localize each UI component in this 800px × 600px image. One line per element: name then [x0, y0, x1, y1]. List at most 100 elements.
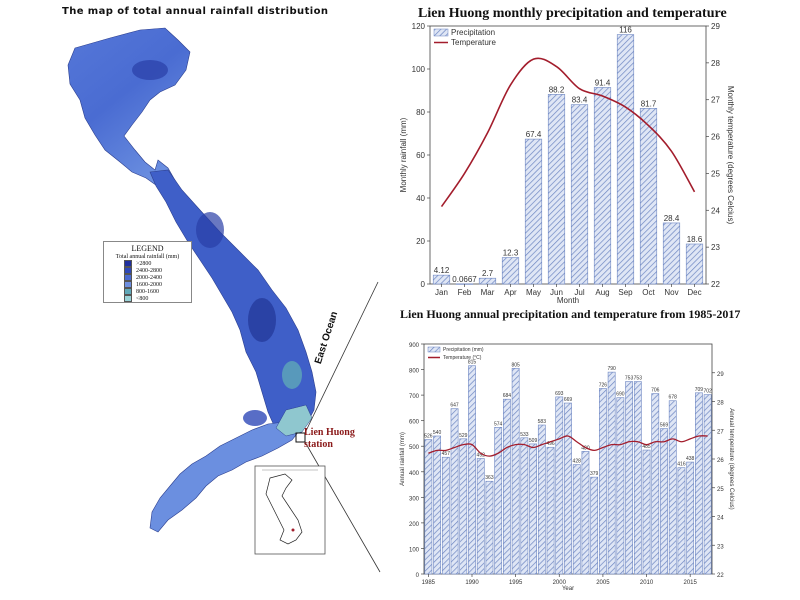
bar-value-label: 81.7 [641, 99, 657, 108]
legend-row: <800 [124, 295, 191, 302]
legend-row: 800-1600 [124, 288, 191, 295]
y2-tick-label: 22 [717, 573, 724, 579]
temperature-line [428, 435, 708, 457]
y-axis-title: Annual rainfall (mm) [400, 432, 406, 486]
bar-value-label: 457 [442, 451, 451, 457]
x-tick-label: 2005 [596, 580, 610, 586]
x-tick-label: 2015 [684, 580, 698, 586]
bar-value-label: 569 [660, 423, 669, 429]
map-region-south [149, 421, 301, 533]
y2-tick-label: 29 [711, 22, 720, 31]
y-tick-label: 400 [409, 471, 420, 477]
legend-temp-label: Temperature [451, 38, 496, 47]
x-tick-label: Apr [504, 288, 517, 297]
y-axis-title: Monthly rainfall (mm) [399, 117, 408, 192]
precip-bar [546, 446, 555, 575]
x-tick-label: Oct [642, 288, 655, 297]
bar-value-label: 428 [573, 459, 582, 465]
legend-precip-swatch [427, 346, 441, 353]
bar-value-label: 509 [529, 438, 538, 444]
legend-swatch [124, 274, 132, 281]
legend-swatch [124, 260, 132, 267]
legend-label: 1600-2000 [136, 281, 162, 288]
y2-tick-label: 23 [711, 243, 720, 252]
bar-value-label: 2.7 [482, 269, 494, 278]
annual-chart-title: Lien Huong annual precipitation and temp… [400, 307, 741, 321]
precip-bar [494, 427, 503, 575]
y2-tick-label: 28 [717, 401, 724, 407]
x-axis-title: Year [562, 586, 574, 592]
bar-value-label: 438 [686, 456, 695, 462]
x-tick-label: 1990 [465, 580, 479, 586]
bar-value-label: 12.3 [503, 249, 519, 258]
y2-tick-label: 28 [711, 59, 720, 68]
precip-bar [572, 464, 581, 575]
station-label-text: Lien Huong station [304, 427, 355, 450]
station-label: Lien Huong station [304, 427, 364, 451]
bar-value-label: 67.4 [526, 130, 542, 139]
bar-value-label: 91.4 [595, 78, 611, 87]
bar-value-label: 452 [477, 452, 486, 458]
precip-bar [642, 449, 651, 575]
bar-value-label: 702 [703, 389, 712, 395]
precip-bar [660, 428, 668, 575]
y2-tick-label: 25 [711, 169, 720, 178]
bar-value-label: 480 [581, 445, 590, 451]
bar-value-label: 485 [642, 444, 651, 450]
y-tick-label: 800 [409, 369, 420, 375]
precip-bar [520, 437, 529, 575]
precip-bar [625, 381, 633, 575]
bar-value-label: 690 [616, 392, 625, 398]
legend-swatch [124, 295, 132, 302]
y2-tick-label: 23 [717, 544, 724, 550]
precip-bar [590, 476, 599, 575]
bar-value-label: 583 [538, 419, 547, 425]
legend-row: 2000-2400 [124, 274, 191, 281]
precip-bar [668, 400, 677, 575]
precip-bar [433, 435, 441, 575]
precip-bar [686, 461, 695, 575]
x-tick-label: Nov [664, 288, 678, 297]
x-tick-label: Feb [458, 288, 472, 297]
bar-value-label: 28.4 [664, 214, 680, 223]
y-tick-label: 20 [416, 237, 425, 246]
legend-row: 2400-2800 [124, 267, 191, 274]
inset-frame [254, 465, 326, 555]
precip-bar [633, 381, 642, 575]
bar-value-label: 574 [494, 421, 503, 427]
legend-label: >2800 [136, 260, 152, 267]
bar-value-label: 693 [555, 391, 564, 397]
y-tick-label: 0 [421, 280, 426, 289]
bar-value-label: 540 [433, 430, 442, 436]
bar-value-label: 496 [546, 441, 555, 447]
map-high-rainfall-zone [196, 212, 224, 248]
precip-bar [529, 443, 537, 575]
precip-bar [703, 394, 712, 575]
precip-bar [441, 456, 450, 575]
zoom-line-lower [304, 441, 381, 573]
y2-tick-label: 22 [711, 280, 720, 289]
y2-tick-label: 26 [711, 133, 720, 142]
precip-bar [616, 397, 625, 575]
x-tick-label: Jun [550, 288, 563, 297]
bar-value-label: 88.2 [549, 85, 565, 94]
legend-precip-label: Precipitation (mm) [443, 347, 484, 353]
precip-bar [599, 388, 607, 575]
y-tick-label: 700 [409, 394, 420, 400]
bar-value-label: 684 [503, 393, 512, 399]
inset-station-dot [291, 528, 295, 532]
bar-value-label: 669 [564, 397, 573, 403]
map-high-rainfall-zone [248, 298, 276, 342]
bar-value-label: 116 [619, 26, 632, 35]
precip-bar [677, 467, 686, 575]
x-tick-label: Jan [435, 288, 448, 297]
y2-tick-label: 24 [717, 516, 724, 522]
legend-swatch [124, 281, 132, 288]
y-tick-label: 60 [416, 151, 425, 160]
bar-value-label: 0.0667 [452, 275, 477, 284]
y2-tick-label: 29 [717, 372, 724, 378]
legend-precip-swatch [433, 28, 449, 37]
x-tick-label: 1985 [422, 580, 436, 586]
y-tick-label: 0 [416, 573, 420, 579]
